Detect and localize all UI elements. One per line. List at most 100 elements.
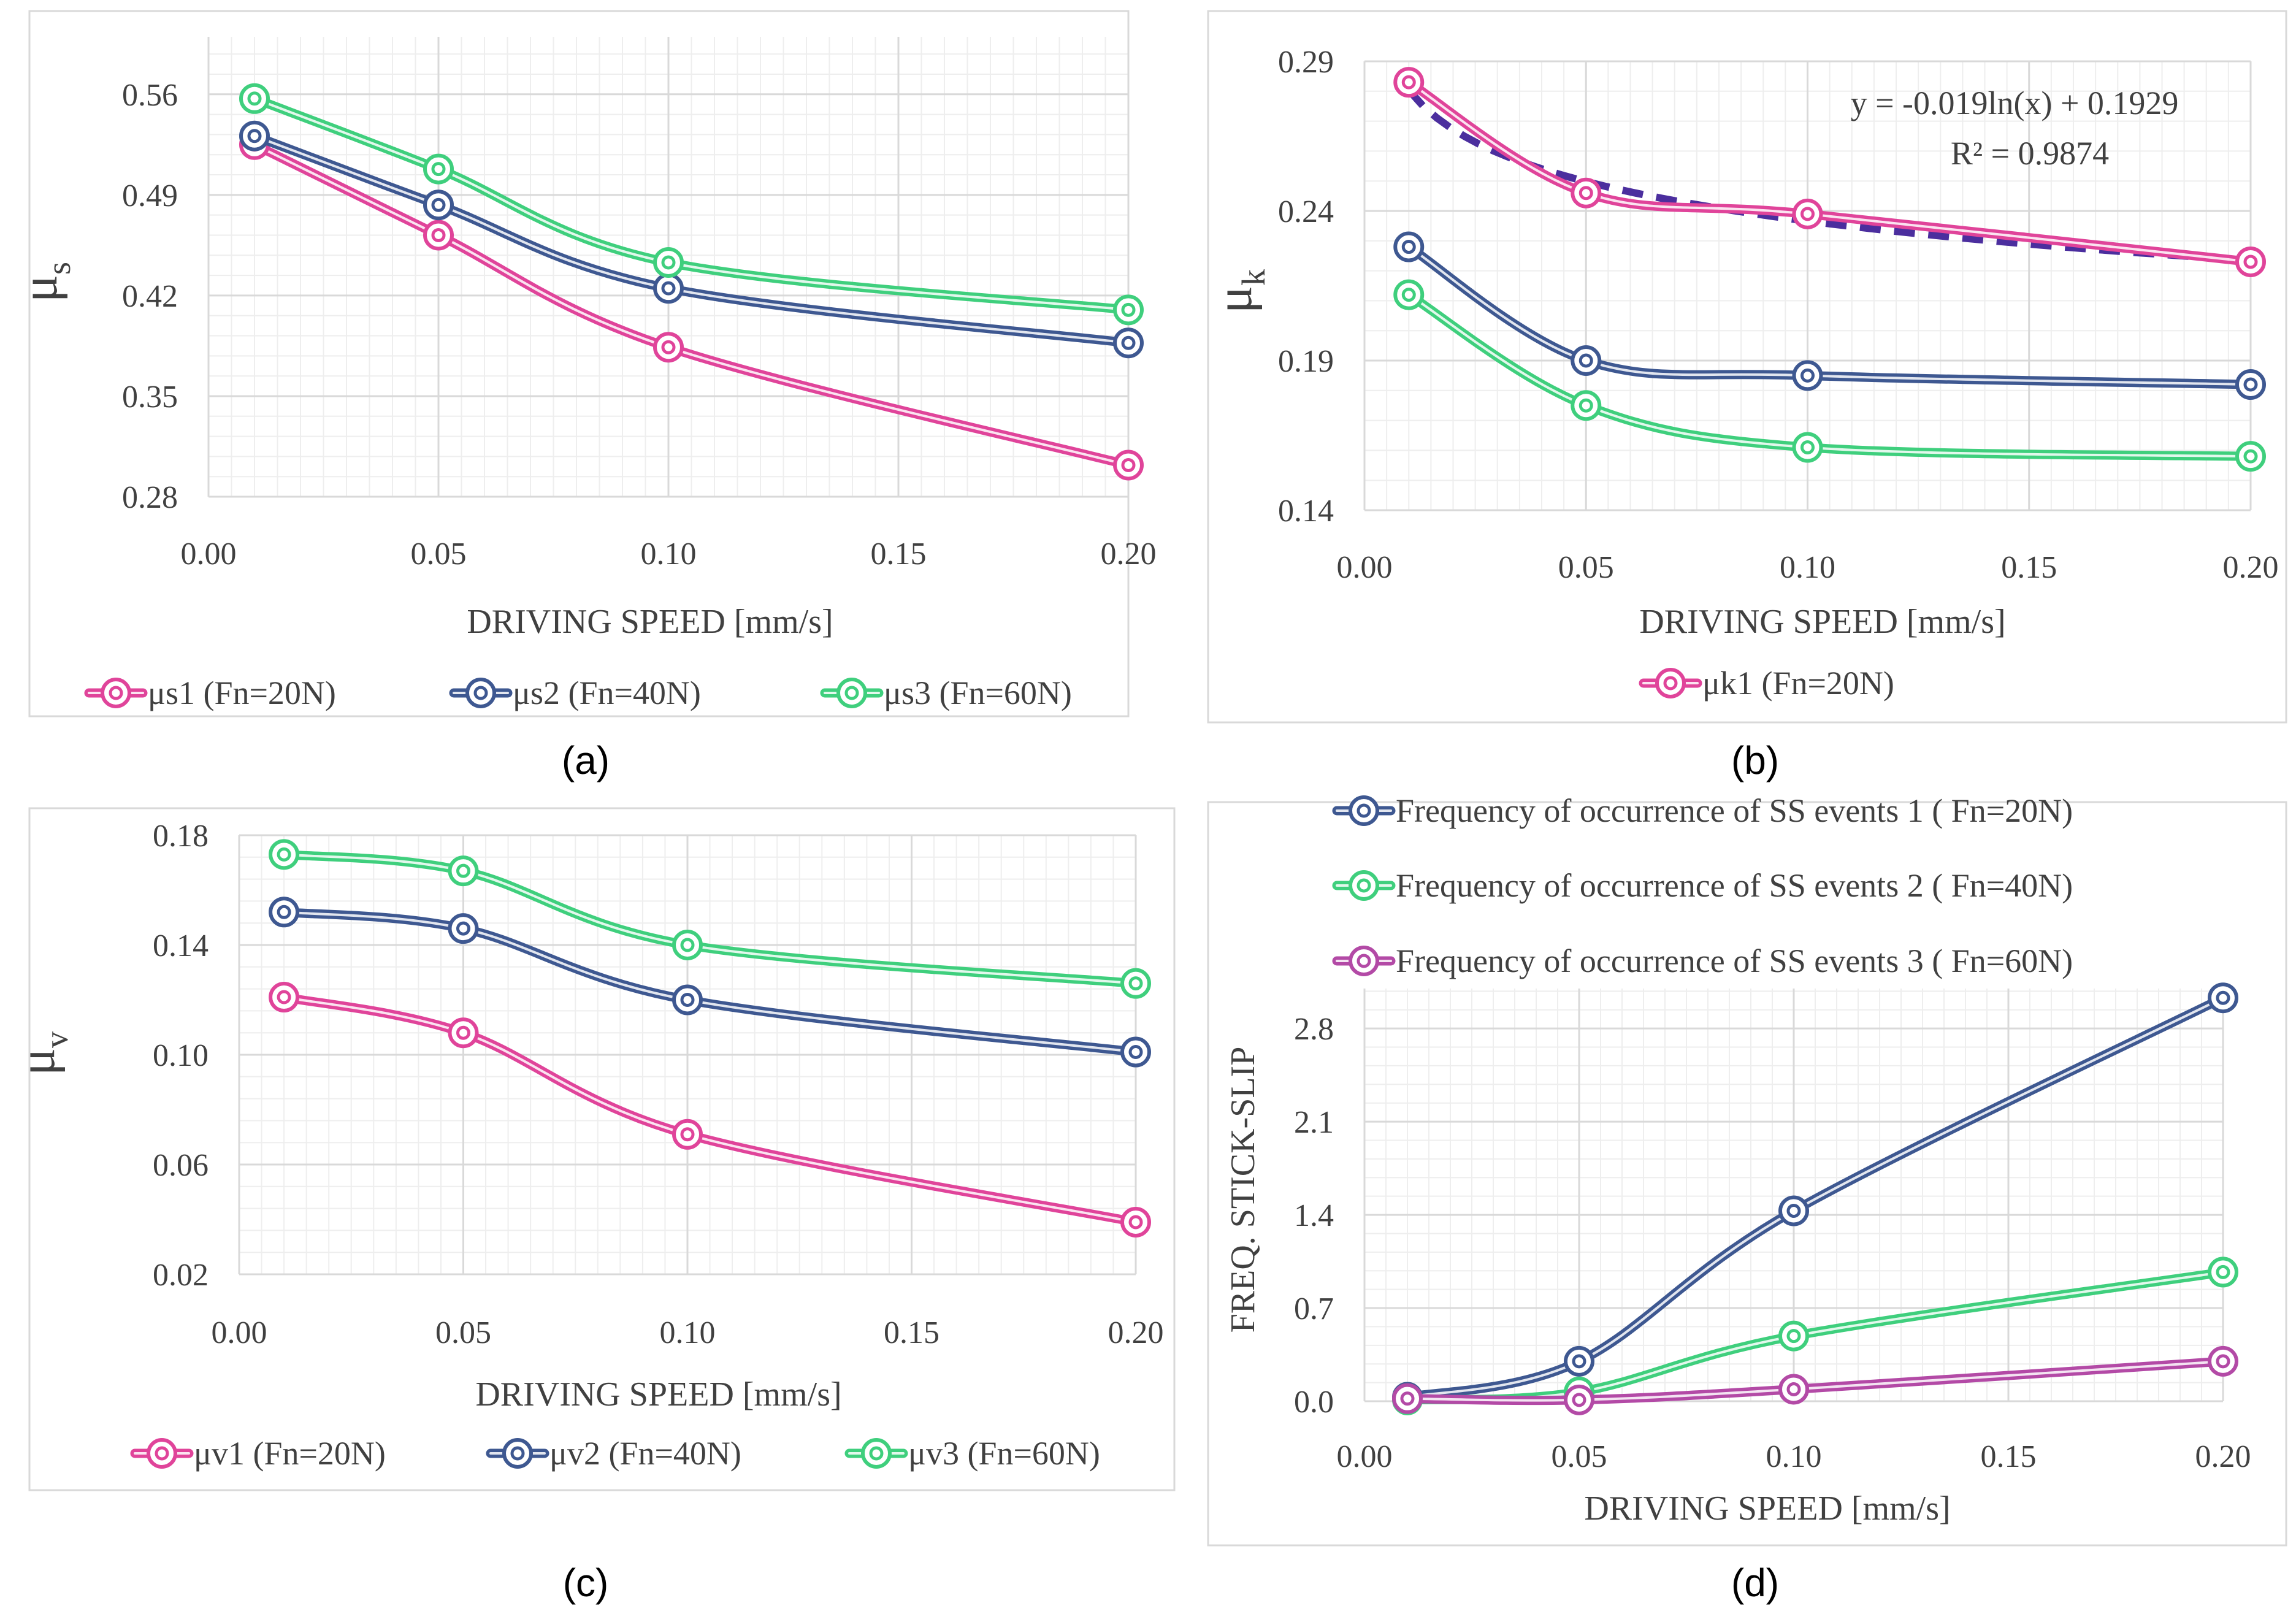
legend-label: μs2 (Fn=40N): [513, 675, 701, 711]
y-axis-subscript: k: [1235, 269, 1272, 286]
data-point-inner: [1800, 440, 1815, 455]
panel-label: (b): [1731, 738, 1779, 782]
x-tick-label: 0.00: [181, 537, 237, 572]
data-point: [672, 984, 703, 1016]
x-tick-label: 0.00: [1337, 550, 1393, 585]
series-2: [239, 120, 1144, 359]
data-point: [423, 189, 454, 221]
x-tick-label: 0.15: [1981, 1439, 2037, 1474]
y-axis-title: FREQ. STICK-SLIP: [1224, 1047, 1262, 1333]
data-point-inner: [1121, 457, 1136, 472]
legend-item-3: Frequency of occurrence of SS events 3 (…: [1332, 943, 2073, 979]
data-point: [1571, 390, 1602, 421]
data-point: [448, 913, 479, 944]
chart-panel-d: 0.00 0.05 0.10 0.15 0.20 0.0 0.7 1.4 2.1 2.8 DRIVI…: [1207, 792, 2287, 1605]
data-point-inner: [2243, 377, 2258, 392]
series-line-highlight: [283, 853, 1137, 985]
y-tick-label: 0.10: [153, 1038, 209, 1073]
x-tick-label: 0.10: [660, 1315, 716, 1350]
data-point-inner: [2243, 449, 2258, 464]
y-tick-label: 0.18: [153, 819, 209, 854]
data-point: [1113, 449, 1144, 481]
y-tick-label: 0.35: [122, 380, 178, 415]
data-point: [2208, 982, 2238, 1014]
data-point: [1393, 231, 1425, 262]
gridlines: [1363, 989, 2224, 1402]
legend-marker-inner: [844, 686, 859, 700]
x-tick-label: 0.00: [1337, 1439, 1393, 1474]
data-point-inner: [456, 1025, 470, 1040]
x-tick-label: 0.20: [2223, 550, 2279, 585]
y-tick-label: 0.06: [153, 1148, 209, 1183]
data-point: [1392, 1383, 1423, 1414]
series-3: [1393, 279, 2266, 472]
data-point-inner: [431, 228, 446, 242]
data-point-inner: [1578, 398, 1593, 413]
data-point-inner: [247, 91, 262, 106]
gridlines: [238, 834, 1137, 1276]
x-axis-title: DRIVING SPEED [mm/s]: [475, 1375, 841, 1414]
legend-label: μv1 (Fn=20N): [194, 1435, 386, 1472]
y-axis-title: μk: [1206, 269, 1272, 313]
data-point: [1571, 177, 1602, 208]
data-point-inner: [680, 938, 695, 952]
data-point: [448, 1017, 479, 1049]
y-axis-subscript: v: [38, 1031, 75, 1048]
panel-label: (d): [1731, 1561, 1779, 1605]
series-line-highlight: [1406, 997, 2224, 1399]
trendline-equation: y = -0.019ln(x) + 0.1929: [1851, 85, 2179, 121]
data-point-inner: [1572, 1354, 1586, 1369]
legend-item-2: μs2 (Fn=40N): [449, 675, 701, 711]
legend-label: μs3 (Fn=60N): [884, 675, 1072, 711]
y-tick-label: 0.56: [122, 78, 178, 113]
data-point-inner: [1578, 186, 1593, 201]
legend-item-3: μs3 (Fn=60N): [820, 675, 1072, 711]
legend-label: Frequency of occurrence of SS events 2 (…: [1396, 867, 2073, 904]
data-point-inner: [1578, 353, 1593, 368]
chart-panel-c: 0.00 0.05 0.10 0.15 0.20 0.02 0.06 0.10 0.14 0.18…: [9, 807, 1176, 1605]
series-line-highlight: [253, 143, 1130, 467]
data-point-inner: [2216, 990, 2230, 1005]
data-point: [269, 982, 300, 1013]
series-1: [269, 982, 1151, 1238]
data-point-inner: [2216, 1354, 2230, 1369]
data-point: [239, 120, 270, 151]
legend-marker: [1349, 870, 1379, 901]
data-point: [448, 855, 479, 887]
data-point-inner: [431, 197, 446, 212]
panel-frame: [1207, 801, 2287, 1547]
y-tick-label: 0.42: [122, 279, 178, 314]
data-point-inner: [1128, 1215, 1143, 1230]
series-2: [269, 897, 1151, 1068]
series-line-highlight: [253, 97, 1130, 312]
series-2: [1393, 231, 2266, 400]
data-point-inner: [1786, 1204, 1801, 1218]
legend-label: Frequency of occurrence of SS events 3 (…: [1396, 943, 2073, 979]
data-point-inner: [1401, 240, 1416, 254]
x-tick-label: 0.15: [871, 537, 927, 572]
data-point-inner: [1572, 1393, 1586, 1407]
data-point: [1792, 360, 1823, 391]
legend-marker-inner: [1357, 954, 1371, 968]
series-1: [1393, 67, 2266, 277]
data-point: [672, 930, 703, 960]
x-tick-label: 0.10: [1780, 550, 1835, 585]
data-point-inner: [1401, 75, 1416, 90]
data-point: [1564, 1384, 1594, 1415]
x-tick-label: 0.20: [1101, 537, 1157, 572]
data-point-inner: [277, 847, 291, 862]
data-point-inner: [661, 281, 676, 296]
y-tick-label: 0.14: [1278, 494, 1334, 529]
x-tick-label: 0.05: [435, 1315, 491, 1350]
series-line-highlight: [283, 996, 1137, 1223]
data-point-inner: [1786, 1329, 1801, 1344]
data-point: [672, 1119, 703, 1150]
y-tick-label: 0.02: [153, 1258, 209, 1293]
x-axis-title: DRIVING SPEED [mm/s]: [1639, 603, 2005, 641]
data-point: [1792, 198, 1823, 229]
data-point-inner: [2243, 254, 2258, 269]
data-point-inner: [456, 863, 470, 878]
legend-marker: [1349, 795, 1379, 826]
chart-panel-b: 0.00 0.05 0.10 0.15 0.20 0.14 0.19 0.24 0.29 DRIV…: [1206, 10, 2287, 782]
series-3: [1392, 1345, 2238, 1415]
